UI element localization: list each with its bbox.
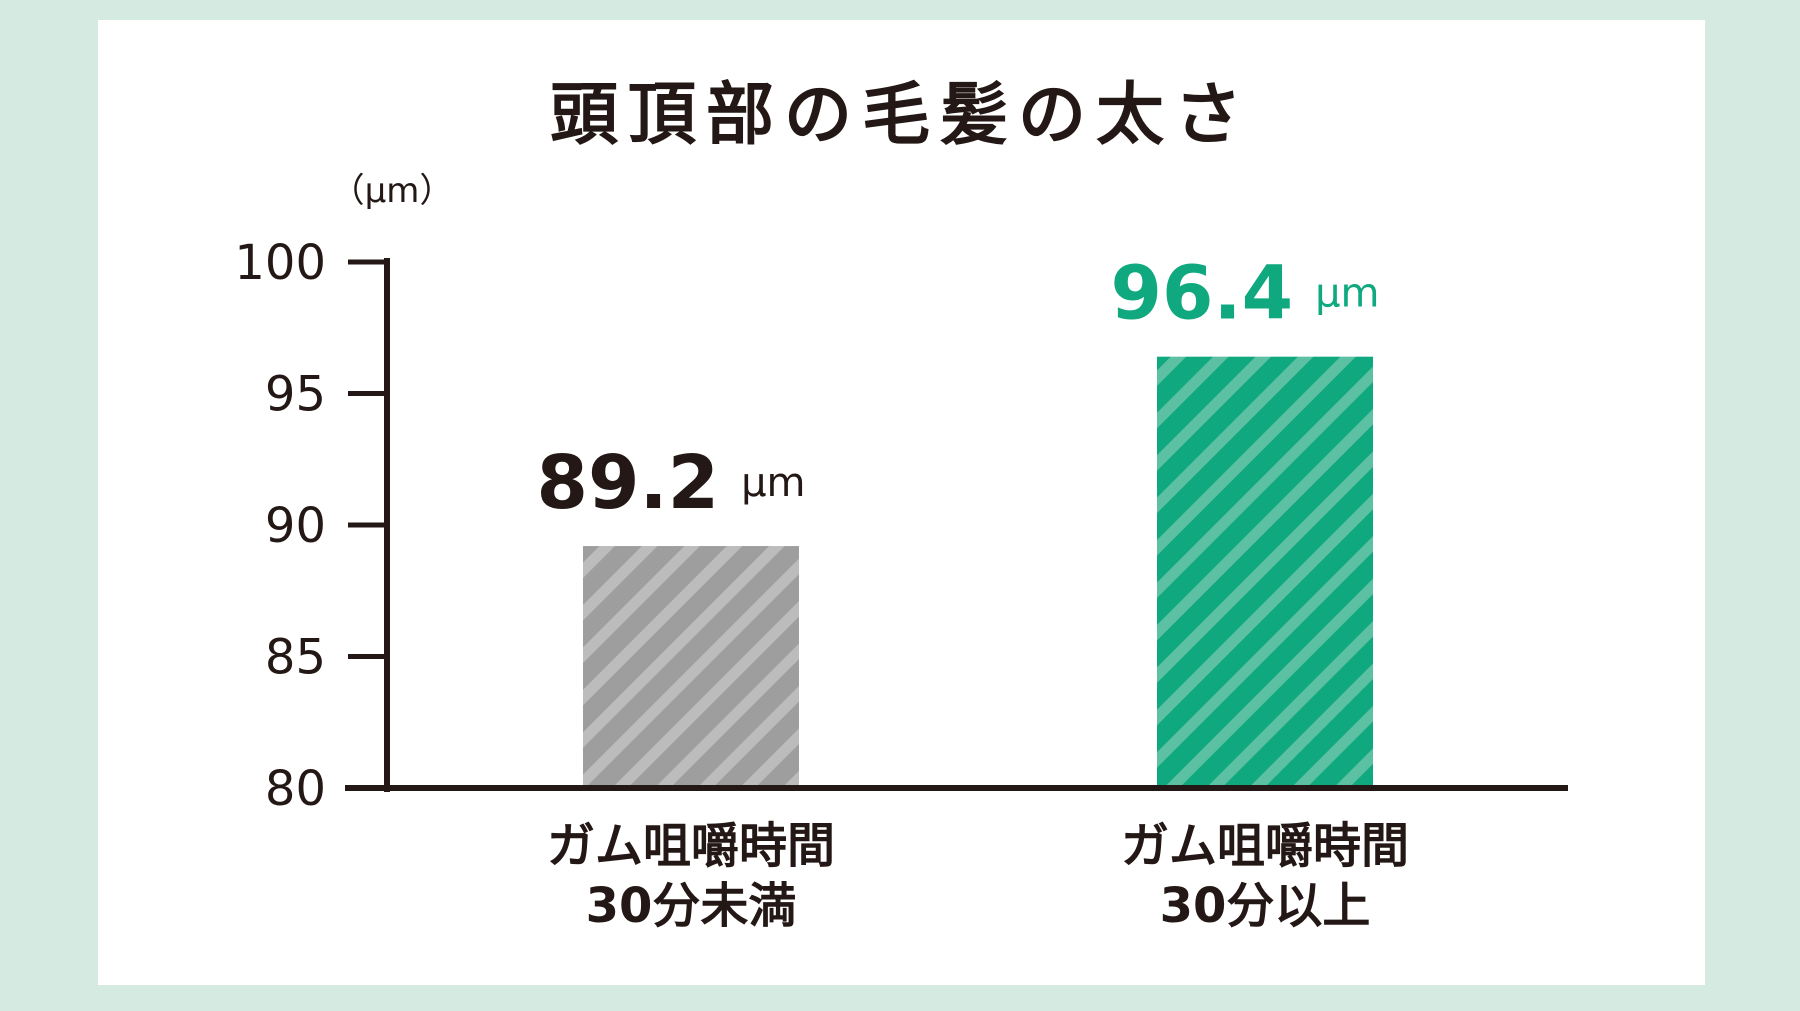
chart-title: 頭頂部の毛髪の太さ: [550, 76, 1252, 155]
y-tick-label: 85: [265, 630, 326, 686]
x-tick-label: ガム咀嚼時間: [1121, 818, 1409, 874]
bar: [583, 546, 799, 788]
y-tick-label: 100: [234, 235, 326, 291]
y-tick-label: 90: [265, 498, 326, 554]
bar: [1157, 356, 1373, 788]
y-tick-label: 95: [265, 367, 326, 423]
y-tick-label: 80: [265, 761, 326, 817]
x-tick-label: 30分以上: [1160, 878, 1371, 934]
y-axis-unit-label: （µm）: [331, 171, 454, 211]
chart-panel: [98, 20, 1705, 985]
data-label: 96.4 µm: [1110, 251, 1379, 337]
x-tick-label: 30分未満: [586, 878, 797, 934]
x-tick-label: ガム咀嚼時間: [547, 818, 835, 874]
data-label: 89.2 µm: [536, 440, 805, 526]
